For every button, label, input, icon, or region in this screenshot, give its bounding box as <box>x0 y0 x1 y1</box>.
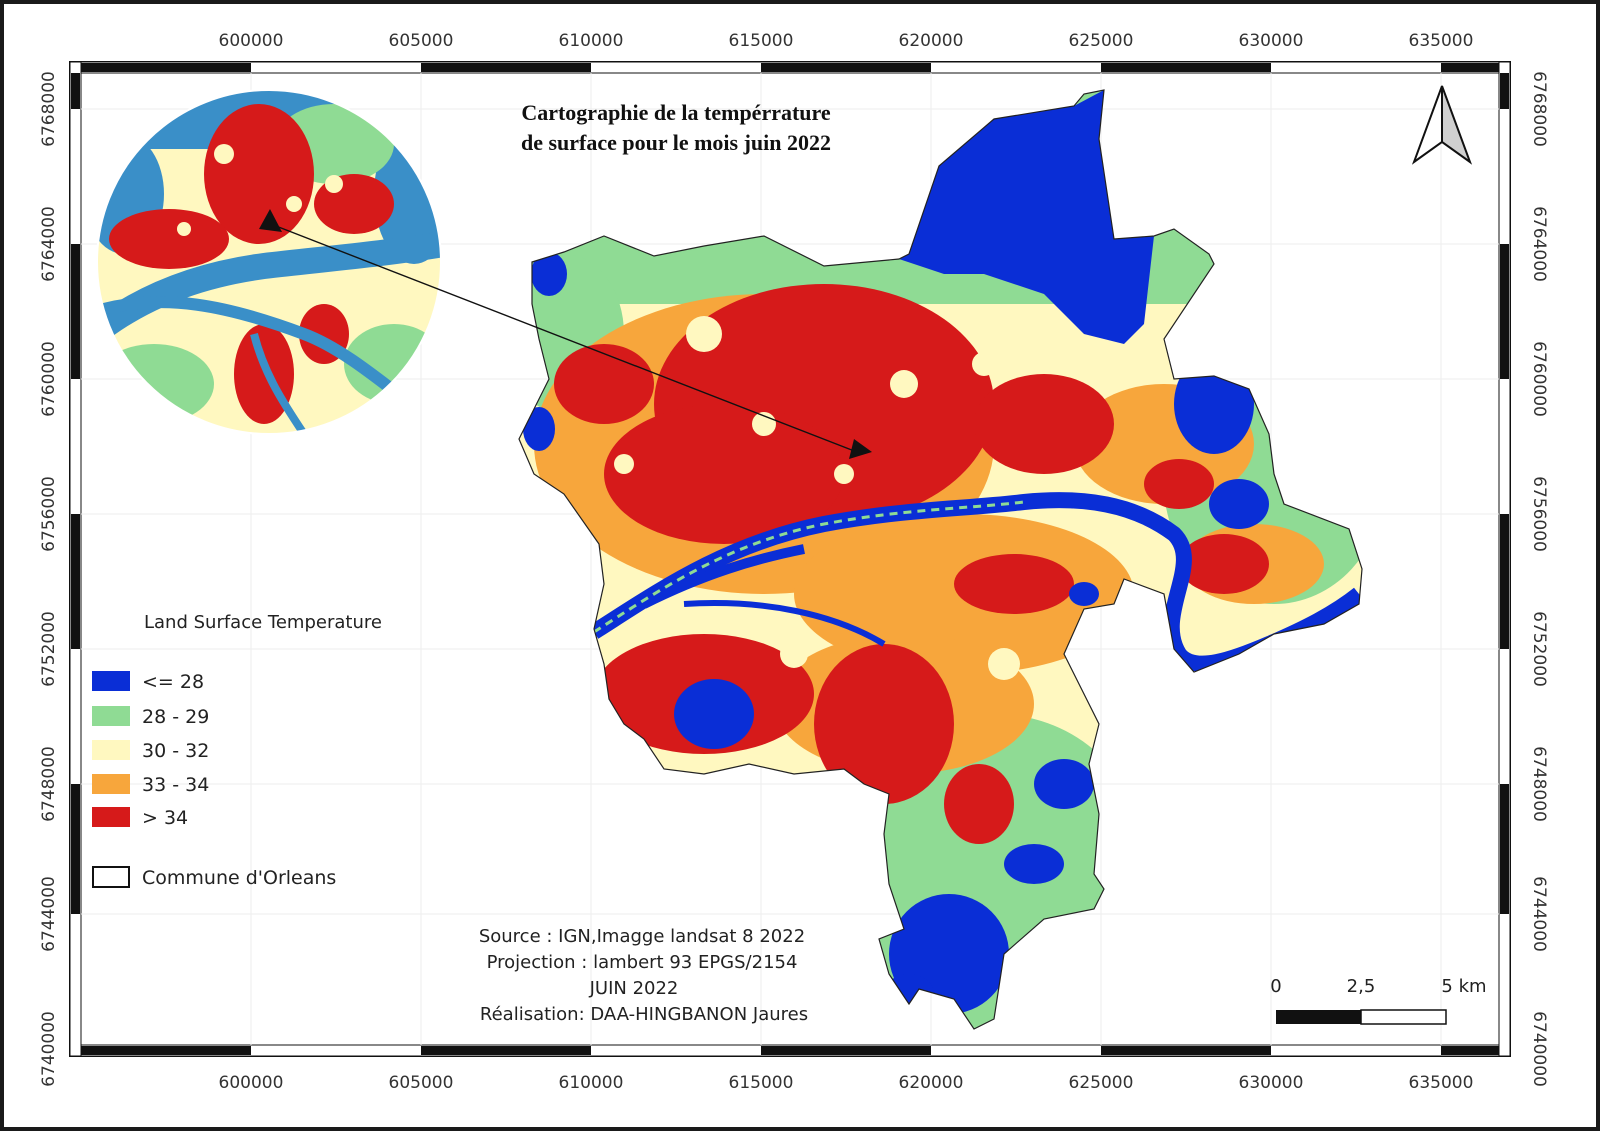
y-tick-label: 6768000 <box>1529 71 1549 147</box>
x-axis-labels-bottom: 600000 605000 610000 615000 620000 62500… <box>219 1073 1474 1093</box>
y-axis-labels-left: 6768000 6764000 6760000 6756000 6752000 … <box>39 71 59 1087</box>
y-tick-label: 6764000 <box>39 206 59 282</box>
credit-projection: Projection : lambert 93 EPGS/2154 <box>487 952 798 973</box>
x-tick-label: 615000 <box>729 31 794 51</box>
legend-item: 30 - 32 <box>92 740 209 762</box>
x-tick-label: 605000 <box>389 31 454 51</box>
x-tick-label: 625000 <box>1069 1073 1134 1093</box>
x-tick-label: 620000 <box>899 1073 964 1093</box>
legend-item: <= 28 <box>92 671 204 693</box>
legend-boundary-item: Commune d'Orleans <box>92 866 336 889</box>
legend-label: > 34 <box>142 807 188 829</box>
map-title-line2: de surface pour le mois juin 2022 <box>521 130 831 155</box>
legend-swatch <box>92 671 130 691</box>
x-tick-label: 605000 <box>389 1073 454 1093</box>
scale-label: 0 <box>1270 976 1281 997</box>
scale-segment <box>1276 1010 1361 1024</box>
y-axis-labels-right: 6768000 6764000 6760000 6756000 6752000 … <box>1529 71 1549 1087</box>
x-tick-label: 630000 <box>1239 1073 1304 1093</box>
y-tick-label: 6756000 <box>1529 476 1549 552</box>
map-sheet: 600000 605000 610000 615000 620000 62500… <box>4 4 1596 1127</box>
legend-label: 30 - 32 <box>142 740 209 762</box>
x-tick-label: 615000 <box>729 1073 794 1093</box>
x-tick-label: 600000 <box>219 1073 284 1093</box>
x-tick-label: 610000 <box>559 31 624 51</box>
x-tick-label: 610000 <box>559 1073 624 1093</box>
legend-label: <= 28 <box>142 671 204 693</box>
y-tick-label: 6764000 <box>1529 206 1549 282</box>
legend-item: > 34 <box>92 807 188 829</box>
zoom-inset-circle <box>96 89 442 435</box>
legend-item: 33 - 34 <box>92 774 209 796</box>
legend-title: Land Surface Temperature <box>144 612 382 633</box>
legend: Land Surface Temperature <= 28 28 - 29 3… <box>92 612 382 889</box>
legend-label: 28 - 29 <box>142 706 209 728</box>
credit-date: JUIN 2022 <box>589 978 679 999</box>
x-axis-labels-top: 600000 605000 610000 615000 620000 62500… <box>219 31 1474 51</box>
north-arrow-icon <box>1411 85 1473 165</box>
legend-item: 28 - 29 <box>92 706 209 728</box>
scale-segment <box>1360 1009 1447 1025</box>
map-title-line1: Cartographie de la tempérrature <box>521 100 831 125</box>
legend-swatch <box>92 807 130 827</box>
credit-source: Source : IGN,Imagge landsat 8 2022 <box>479 926 805 947</box>
scale-label: 2,5 <box>1347 976 1376 997</box>
legend-boundary-label: Commune d'Orleans <box>142 867 336 889</box>
y-tick-label: 6752000 <box>39 611 59 687</box>
y-tick-label: 6740000 <box>39 1011 59 1087</box>
graticule-border <box>69 61 1511 1057</box>
map-canvas: 600000 605000 610000 615000 620000 62500… <box>39 31 1549 1093</box>
y-tick-label: 6748000 <box>1529 746 1549 822</box>
legend-swatch <box>92 706 130 726</box>
x-tick-label: 635000 <box>1409 1073 1474 1093</box>
y-tick-label: 6740000 <box>1529 1011 1549 1087</box>
y-tick-label: 6744000 <box>39 876 59 952</box>
legend-swatch <box>92 774 130 794</box>
x-tick-label: 635000 <box>1409 31 1474 51</box>
legend-boundary-swatch <box>92 866 130 888</box>
leader-arrow <box>259 209 872 459</box>
y-tick-label: 6760000 <box>39 341 59 417</box>
y-tick-label: 6760000 <box>1529 341 1549 417</box>
legend-label: 33 - 34 <box>142 774 209 796</box>
y-tick-label: 6756000 <box>39 476 59 552</box>
x-tick-label: 625000 <box>1069 31 1134 51</box>
y-tick-label: 6768000 <box>39 71 59 147</box>
y-tick-label: 6752000 <box>1529 611 1549 687</box>
scale-bar: 0 2,5 5 km <box>1270 976 1487 1025</box>
x-tick-label: 630000 <box>1239 31 1304 51</box>
x-tick-label: 600000 <box>219 31 284 51</box>
y-tick-label: 6748000 <box>39 746 59 822</box>
y-tick-label: 6744000 <box>1529 876 1549 952</box>
credit-author: Réalisation: DAA-HINGBANON Jaures <box>480 1004 808 1025</box>
map-credits: Source : IGN,Imagge landsat 8 2022 Proje… <box>479 926 808 1025</box>
x-tick-label: 620000 <box>899 31 964 51</box>
scale-label: 5 km <box>1441 976 1486 997</box>
legend-swatch <box>92 740 130 760</box>
